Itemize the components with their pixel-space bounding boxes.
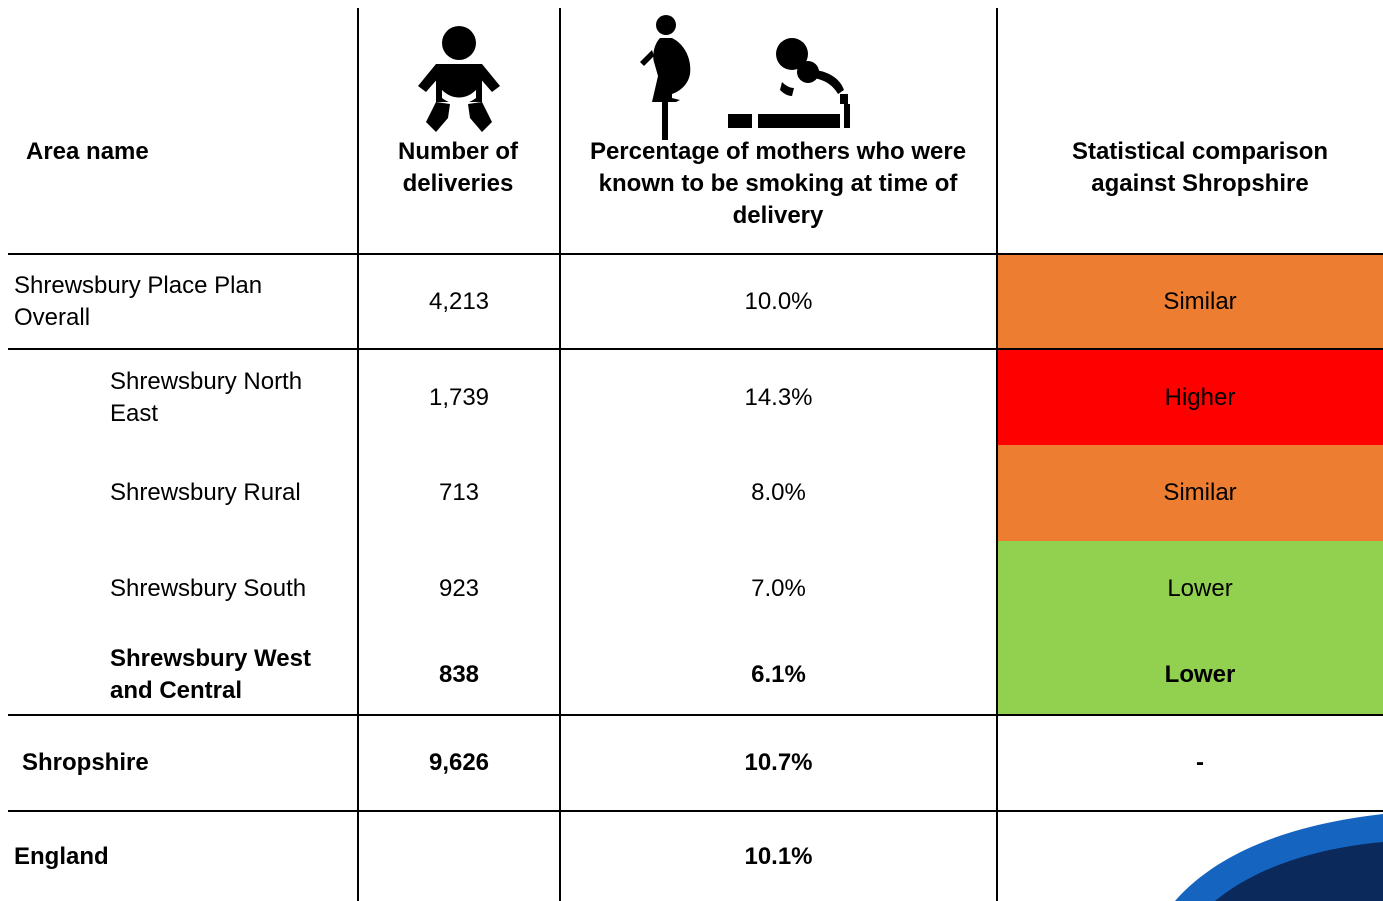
baby-icon [418,26,500,132]
header-percentage-smoking: Percentage of mothers who were known to … [589,138,967,229]
percentage-cell: 7.0% [751,574,806,602]
header-statistical-comparison: Statistical comparison against Shropshir… [1071,138,1329,197]
area-name-cell: Shrewsbury North East [110,367,303,427]
comparison-fill [998,445,1383,541]
pregnant-woman-icon [640,15,691,140]
area-name-cell: England [14,842,109,870]
smoking-icon [728,38,850,128]
deliveries-cell: 4,213 [428,287,490,315]
header-number-of-deliveries: Number of deliveries [398,138,518,197]
deliveries-cell: 923 [438,574,480,602]
percentage-cell: 10.0% [744,287,813,315]
area-name-cell: Shrewsbury Rural [110,479,301,506]
comparison-cell: Higher [1164,383,1236,411]
comparison-cell: Similar [1163,479,1237,506]
header-area-name: Area name [26,138,149,165]
row-divider [8,253,1383,255]
comparison-cell: Lower [1164,661,1236,688]
comparison-cell: Lower [1167,574,1233,602]
area-name-cell: Shrewsbury Place Plan Overall [14,271,263,331]
deliveries-cell: 1,739 [428,383,490,411]
area-name-cell: Shrewsbury West and Central [110,645,311,704]
comparison-fill [998,541,1383,636]
row-divider [8,714,1383,716]
comparison-fill [998,636,1383,714]
deliveries-cell: 838 [438,661,480,688]
area-name-cell: Shropshire [22,749,149,776]
area-name-cell: Shrewsbury South [110,574,307,602]
column-divider-2 [559,8,561,901]
deliveries-cell: 713 [438,479,480,506]
column-divider-3 [996,8,998,901]
comparison-fill [998,350,1383,445]
percentage-cell: 14.3% [744,383,813,411]
percentage-cell: 8.0% [751,479,806,506]
comparison-cell: Similar [1163,287,1237,315]
column-divider-1 [357,8,359,901]
row-divider [8,810,1383,812]
percentage-cell: 10.1% [744,842,813,870]
comparison-cell: - [1196,749,1204,776]
percentage-cell: 6.1% [751,661,806,688]
percentage-cell: 10.7% [744,749,813,776]
row-divider [8,348,1383,350]
deliveries-cell: 9,626 [428,749,490,776]
deliveries-cell [359,812,559,901]
comparison-cell [998,812,1383,901]
comparison-fill [998,255,1383,348]
